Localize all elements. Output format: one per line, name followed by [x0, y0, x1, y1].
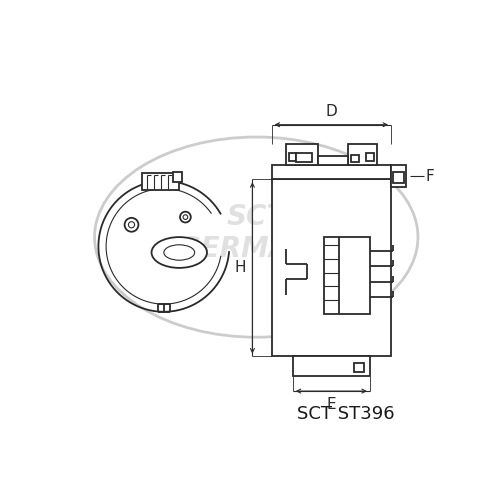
- Text: SCT ST396: SCT ST396: [297, 406, 395, 423]
- Text: F: F: [426, 169, 434, 184]
- Bar: [324, 237, 370, 314]
- Text: SCT
GERMANY: SCT GERMANY: [178, 203, 334, 264]
- Bar: [348, 144, 377, 166]
- Ellipse shape: [152, 237, 207, 268]
- Bar: [366, 153, 374, 161]
- Bar: [173, 172, 182, 182]
- Circle shape: [180, 212, 191, 222]
- Bar: [351, 154, 358, 162]
- Ellipse shape: [164, 245, 194, 260]
- Circle shape: [128, 222, 134, 228]
- Bar: [296, 153, 312, 162]
- Text: H: H: [234, 260, 246, 276]
- Bar: [354, 362, 364, 372]
- Bar: [293, 356, 370, 376]
- Bar: [288, 153, 296, 161]
- Text: D: D: [326, 104, 337, 118]
- Bar: [272, 166, 391, 179]
- Bar: [391, 166, 406, 187]
- Bar: [318, 156, 348, 166]
- Bar: [394, 172, 404, 183]
- Bar: [286, 144, 318, 166]
- Bar: [272, 180, 391, 356]
- Text: E: E: [326, 398, 336, 412]
- Bar: [142, 173, 180, 190]
- Circle shape: [183, 215, 188, 220]
- Circle shape: [124, 218, 138, 232]
